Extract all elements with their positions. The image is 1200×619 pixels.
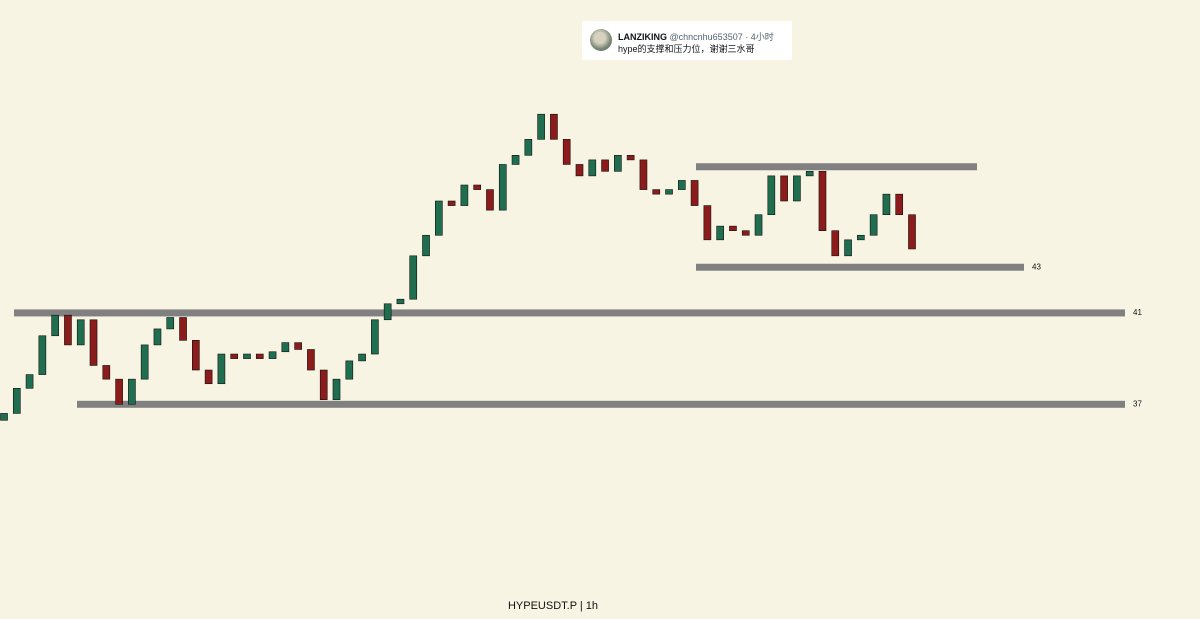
candle: [371, 319, 379, 355]
candle: [255, 353, 264, 359]
candle: [665, 189, 673, 195]
candle: [614, 155, 622, 172]
candle: [230, 353, 239, 359]
candle: [729, 225, 737, 231]
candle: [447, 200, 456, 206]
candle: [767, 175, 776, 216]
candle: [25, 374, 34, 389]
candle: [857, 234, 865, 241]
candle: [319, 369, 328, 401]
candle: [805, 171, 814, 177]
candle: [128, 378, 136, 405]
level-band: [14, 309, 1125, 317]
candle: [716, 225, 724, 241]
candle: [166, 317, 175, 330]
candle: [64, 314, 72, 346]
candle: [601, 159, 609, 172]
candle: [460, 184, 469, 206]
candle: [562, 139, 571, 165]
candle: [268, 351, 277, 359]
candle: [588, 159, 597, 177]
level-label: 41: [1133, 308, 1142, 317]
candle: [498, 164, 507, 211]
candle: [703, 205, 712, 241]
candle: [383, 303, 392, 321]
candle: [204, 369, 213, 385]
candle: [396, 298, 405, 305]
candle: [140, 344, 149, 380]
candle: [793, 175, 801, 202]
candle: [639, 159, 648, 190]
tweet-header: LANZIKING @chncnhu653507 · 4小时: [618, 30, 774, 43]
user-handle: @chncnhu653507 · 4小时: [669, 32, 774, 42]
candle: [192, 340, 200, 371]
level-band: [696, 163, 977, 171]
tweet-card[interactable]: LANZIKING @chncnhu653507 · 4小时 hype的支撑和压…: [582, 21, 792, 60]
candle: [153, 328, 162, 346]
candle: [524, 139, 533, 156]
candle: [0, 413, 8, 421]
candle: [908, 214, 916, 250]
candle: [332, 378, 341, 401]
candle: [575, 164, 584, 177]
candle: [473, 184, 482, 190]
candle: [690, 180, 699, 206]
candle: [89, 319, 98, 366]
candle: [486, 189, 494, 211]
candle: [179, 317, 187, 341]
candle: [345, 360, 354, 380]
level-band: [77, 400, 1125, 408]
candle: [358, 353, 366, 362]
tweet-text: hype的支撑和压力位，谢谢三水哥: [618, 44, 755, 54]
candle: [818, 171, 827, 231]
candle: [243, 353, 251, 359]
candle: [422, 234, 430, 257]
candle: [38, 335, 47, 375]
candle: [409, 255, 418, 300]
candle: [754, 214, 763, 236]
candle: [102, 365, 111, 380]
candle: [434, 200, 443, 236]
level-label: 37: [1133, 399, 1142, 408]
candle: [869, 214, 878, 236]
candle: [217, 353, 226, 385]
avatar: [590, 29, 612, 51]
candle: [895, 193, 904, 216]
user-name: LANZIKING: [618, 32, 667, 42]
candle: [294, 342, 302, 350]
candle: [51, 314, 59, 337]
candle: [741, 230, 750, 236]
level-label: 43: [1032, 262, 1041, 271]
level-band: [696, 263, 1024, 271]
candle: [281, 342, 290, 353]
candle: [831, 230, 840, 257]
candle: [844, 239, 852, 257]
candle: [537, 113, 545, 140]
candle: [780, 175, 788, 202]
candle: [511, 155, 520, 165]
candle: [12, 388, 21, 414]
candle: [677, 180, 686, 190]
candle: [882, 193, 891, 216]
candle: [652, 189, 661, 195]
symbol-label: HYPEUSDT.P | 1h: [507, 600, 599, 612]
candle: [626, 155, 635, 161]
candle: [115, 378, 123, 405]
candle: [550, 113, 558, 140]
candle: [307, 349, 315, 371]
candle: [76, 319, 85, 346]
